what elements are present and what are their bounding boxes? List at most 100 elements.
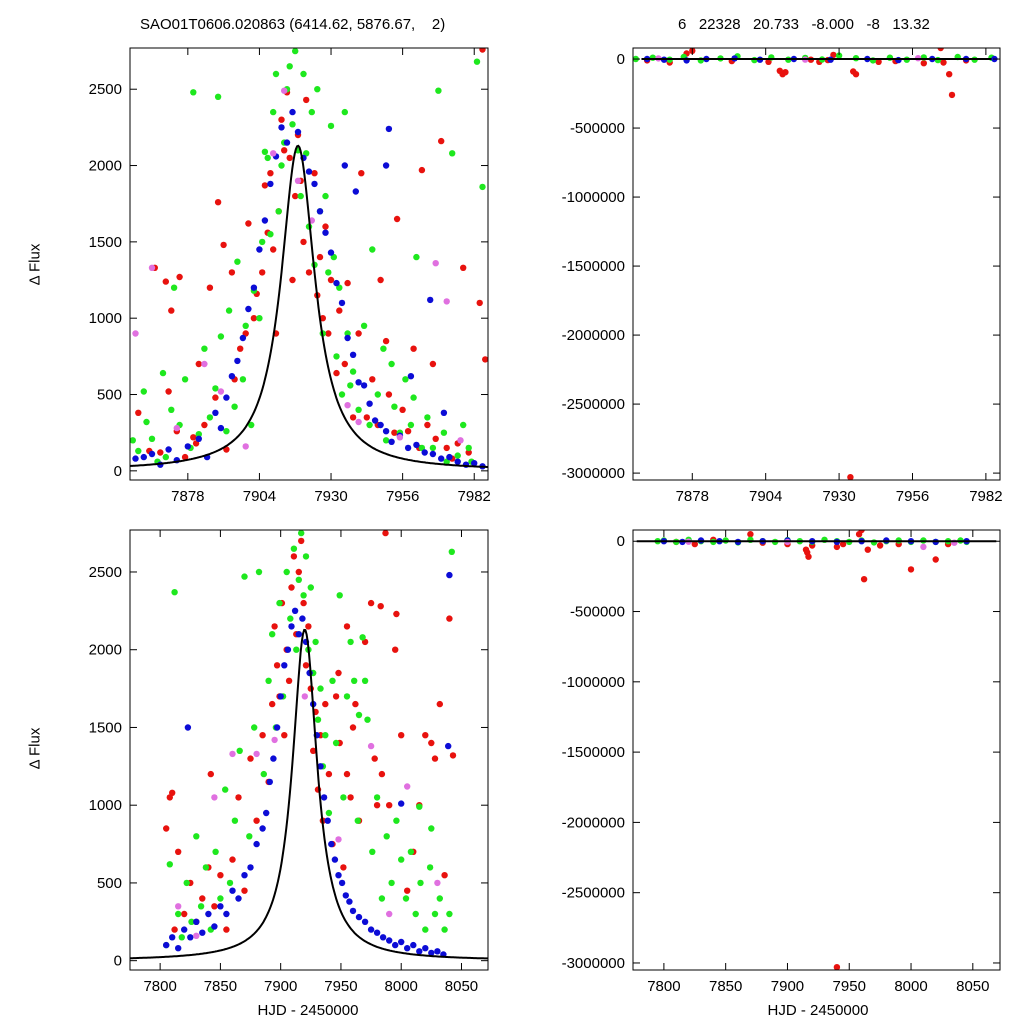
blue-data-point: [373, 929, 381, 936]
blue-data-point: [273, 724, 281, 731]
red-data-point: [290, 553, 298, 560]
blue-data-point: [398, 800, 405, 807]
left-panel-title: SAO01T0606.020863 (6414.62, 5876.67, 2): [140, 16, 446, 33]
violet-data-point: [457, 437, 464, 444]
violet-data-point: [211, 794, 218, 801]
green-data-point: [270, 108, 277, 116]
red-data-point: [261, 182, 269, 189]
blue-data-point: [388, 438, 395, 445]
green-data-point: [416, 803, 423, 810]
blue-data-point: [398, 938, 405, 946]
red-data-point: [211, 903, 218, 910]
red-data-point: [377, 276, 384, 284]
blue-data-point: [187, 934, 194, 941]
green-data-point: [193, 833, 200, 840]
green-data-point: [336, 284, 343, 291]
green-data-point: [355, 406, 362, 413]
red-data-point: [336, 307, 343, 314]
violet-data-point: [175, 903, 182, 910]
red-data-point: [212, 394, 219, 401]
bottom-left-y-tick-label: 2500: [89, 564, 122, 581]
blue-data-point: [324, 817, 331, 824]
bottom-left-panel: 7800 7850 7900 7950 8000 8050 0 500 1000 1500 2000…: [89, 529, 489, 995]
red-data-point: [782, 69, 789, 76]
green-data-point: [388, 879, 395, 887]
green-data-point: [239, 376, 247, 383]
green-data-point: [429, 444, 437, 452]
red-data-point: [245, 220, 252, 227]
red-data-point: [367, 599, 375, 607]
green-data-point: [448, 548, 455, 555]
bottom-right-panel: 7800 7850 7900 7950 8000 8050 0 -500000 -1000000…: [562, 529, 1001, 995]
red-data-point: [135, 409, 142, 416]
violet-data-point: [229, 750, 236, 758]
green-data-point: [418, 444, 426, 452]
red-data-point: [176, 273, 183, 281]
green-data-point: [278, 162, 285, 169]
green-data-point: [333, 353, 340, 360]
red-data-point: [303, 96, 310, 104]
blue-data-point: [259, 825, 266, 832]
red-data-point: [241, 887, 248, 894]
green-data-point: [212, 385, 219, 392]
red-data-point: [391, 429, 398, 436]
red-data-point: [355, 330, 362, 337]
violet-data-point: [404, 783, 411, 790]
bottom-right-y-tick-label: -1000000: [562, 674, 625, 691]
red-data-point: [349, 414, 357, 421]
blue-data-point: [205, 910, 212, 918]
red-data-point: [805, 553, 812, 560]
green-data-point: [214, 93, 222, 101]
blue-data-point: [335, 872, 342, 879]
green-data-point: [168, 406, 175, 413]
red-data-point: [278, 116, 285, 123]
top-left-x-tick-label: 7878: [171, 488, 204, 505]
blue-data-point: [338, 299, 346, 307]
bottom-right-y-tick-label: -2500000: [562, 885, 625, 902]
top-right-frame: [632, 47, 1001, 481]
red-data-point: [322, 223, 329, 230]
violet-data-point: [443, 298, 450, 305]
blue-data-point: [181, 926, 188, 933]
green-data-point: [170, 284, 178, 291]
green-data-point: [308, 108, 315, 116]
blue-data-point: [413, 441, 420, 449]
violet-data-point: [301, 693, 308, 700]
green-data-point: [225, 307, 233, 314]
green-data-point: [217, 895, 224, 902]
blue-data-point: [184, 724, 192, 731]
red-data-point: [325, 330, 332, 337]
bottom-left-y-tick-label: 0: [114, 953, 122, 970]
violet-data-point: [193, 932, 200, 939]
green-data-point: [302, 553, 310, 560]
green-data-point: [275, 208, 282, 215]
blue-data-point: [429, 450, 437, 458]
red-data-point: [833, 543, 841, 551]
violet-data-point: [434, 879, 441, 887]
green-data-point: [417, 879, 424, 887]
green-data-point: [407, 848, 415, 855]
blue-data-point: [277, 693, 284, 700]
blue-data-point: [199, 929, 206, 936]
violet-data-point: [148, 264, 156, 271]
red-data-point: [932, 556, 939, 563]
green-data-point: [148, 435, 156, 442]
red-data-point: [363, 414, 370, 421]
blue-data-point: [434, 948, 441, 955]
green-data-point: [259, 238, 266, 246]
red-data-point: [157, 449, 164, 456]
blue-data-point: [217, 424, 225, 432]
blue-data-point: [416, 948, 423, 955]
green-data-point: [231, 403, 238, 410]
blue-data-point: [367, 926, 375, 933]
green-data-point: [166, 861, 173, 868]
green-data-point: [276, 599, 283, 607]
red-data-point: [460, 264, 467, 271]
red-data-point: [937, 48, 944, 52]
red-data-point: [281, 147, 288, 154]
blue-data-point: [371, 417, 379, 424]
green-data-point: [267, 231, 274, 238]
red-data-point: [441, 872, 448, 879]
bottom-right-y-tick-label: -1500000: [562, 744, 625, 761]
red-data-point: [920, 60, 927, 67]
